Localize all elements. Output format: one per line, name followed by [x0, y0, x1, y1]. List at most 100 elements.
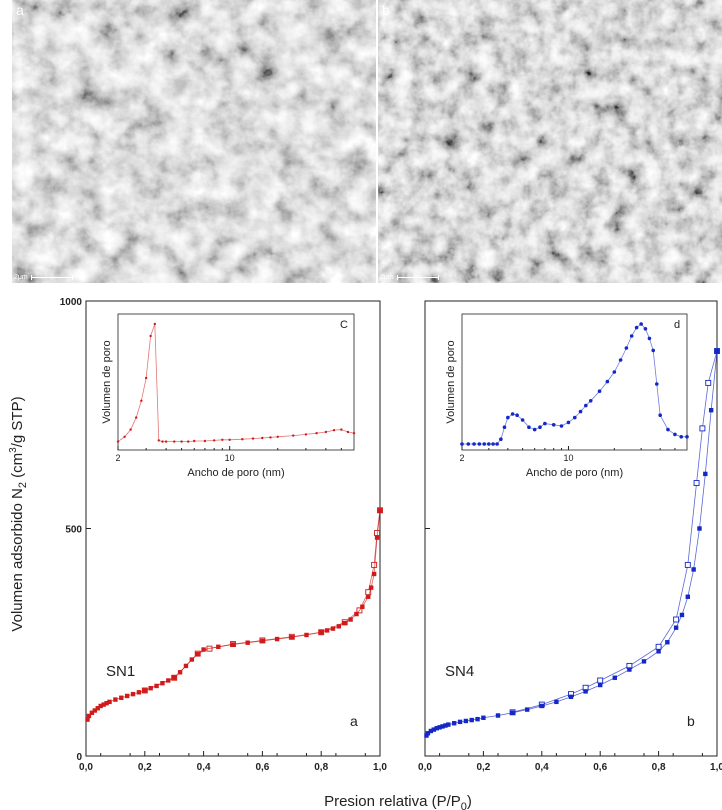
inset-frame — [117, 313, 355, 451]
inset-point — [520, 418, 525, 422]
desorption-point — [699, 425, 706, 432]
adsorption-point — [160, 681, 165, 686]
inset-point — [144, 376, 148, 380]
x-tick-label: 0,0 — [418, 762, 432, 773]
adsorption-point — [463, 718, 469, 724]
inset-point — [495, 442, 499, 446]
adsorption-point — [172, 675, 177, 680]
svg-text:Presion relativa (P/P0): Presion relativa (P/P0) — [324, 793, 472, 810]
inset-point — [566, 420, 571, 425]
inset-point — [251, 437, 255, 440]
adsorption-point — [665, 640, 670, 645]
inset-point — [315, 432, 318, 435]
sem-texture-b — [378, 0, 722, 283]
adsorption-point — [374, 535, 380, 540]
inset-point — [482, 442, 487, 446]
adsorption-point — [130, 691, 136, 697]
inset-point — [624, 346, 629, 350]
inset-line — [117, 323, 355, 443]
inset-point — [161, 440, 164, 443]
x-tick-label: 0,4 — [535, 762, 549, 773]
adsorption-line — [87, 510, 381, 720]
inset-point — [193, 439, 196, 443]
panel-letter: a — [350, 713, 358, 729]
adsorption-point — [360, 604, 365, 609]
adsorption-point — [177, 670, 183, 675]
adsorption-point — [366, 594, 371, 599]
inset-point — [324, 430, 328, 434]
y-axis-label-unit-sup: 3 — [8, 447, 19, 453]
panel-letter: b — [687, 713, 695, 729]
adsorption-point — [434, 726, 439, 731]
adsorption-point — [425, 731, 431, 736]
adsorption-point — [428, 728, 434, 734]
adsorption-point — [679, 612, 685, 618]
desorption-point — [684, 561, 691, 568]
inset-point — [532, 427, 537, 432]
x-axis-label-sub: 0 — [461, 801, 467, 810]
x-axis-label: Presion relativa (P/P0) — [324, 793, 472, 810]
inset-point — [203, 439, 207, 443]
adsorption-point — [330, 626, 336, 631]
adsorption-point — [443, 723, 448, 728]
inset-point — [332, 429, 336, 432]
inset-point — [499, 437, 503, 441]
adsorption-point — [92, 708, 98, 713]
scale-bar-text-a: 2μm — [14, 274, 28, 281]
inset-point — [510, 412, 515, 416]
inset-point — [228, 438, 231, 441]
y-tick-label: 1000 — [60, 297, 83, 308]
adsorption-point — [245, 640, 250, 645]
sample-label: SN4 — [445, 663, 474, 680]
inset-point — [129, 428, 132, 431]
adsorption-point — [685, 594, 690, 599]
adsorption-point — [457, 719, 463, 725]
adsorption-point — [195, 651, 200, 657]
adsorption-point — [324, 628, 330, 633]
adsorption-point — [583, 689, 588, 694]
adsorption-point — [104, 701, 109, 706]
inset-point — [639, 322, 643, 326]
sem-image-b: b 2μm — [378, 0, 722, 283]
adsorption-point — [142, 688, 147, 693]
inset-point — [559, 424, 564, 428]
inset-x-label: Ancho de poro (nm) — [526, 467, 623, 479]
isotherm-panel-b: 0,0 0,2 0,4 0,6 0,8 1,0 SN4 b 2 10 Ancho de poro (… — [418, 300, 722, 773]
inset-x-tick-label: 10 — [563, 453, 573, 463]
inset-x-tick-label: 10 — [225, 453, 235, 463]
inset-frame — [461, 313, 688, 451]
inset-point — [666, 427, 670, 432]
inset-x-tick-label: 2 — [115, 453, 120, 463]
adsorption-point — [703, 471, 708, 477]
inset-point — [651, 348, 656, 353]
adsorption-point — [136, 690, 142, 695]
y-axis-label: Volumen adsorbido N2 (cm3/g STP) — [8, 396, 29, 631]
inset-point — [502, 425, 507, 429]
adsorption-point — [119, 695, 124, 700]
adsorption-point — [452, 721, 457, 726]
inset-point — [487, 442, 491, 446]
adsorption-point — [154, 683, 159, 689]
x-tick-label: 0,2 — [476, 762, 490, 773]
adsorption-point — [274, 636, 280, 642]
adsorption-point — [201, 647, 206, 652]
inset-point — [491, 442, 495, 446]
adsorption-point — [431, 727, 436, 732]
sample-label: SN1 — [106, 663, 135, 680]
inset-point — [186, 440, 190, 443]
isotherm-panel-a: 0,0 0,2 0,4 0,6 0,8 1,0 0 500 1000 SN1 a 2 10 Ancho d… — [60, 297, 388, 773]
adsorption-point — [612, 675, 617, 680]
adsorption-point — [641, 659, 647, 664]
adsorption-point — [354, 611, 359, 617]
adsorption-point — [85, 717, 90, 722]
x-axis-label-end: ) — [467, 793, 472, 810]
inset-point — [658, 413, 662, 417]
inset-letter: d — [674, 319, 680, 331]
adsorption-point — [697, 526, 702, 531]
adsorption-point — [148, 686, 153, 691]
inset-point — [618, 358, 623, 362]
inset-point — [221, 438, 224, 441]
inset-point — [164, 440, 168, 443]
x-tick-label: 0,8 — [652, 762, 666, 773]
inset-point — [304, 433, 308, 436]
